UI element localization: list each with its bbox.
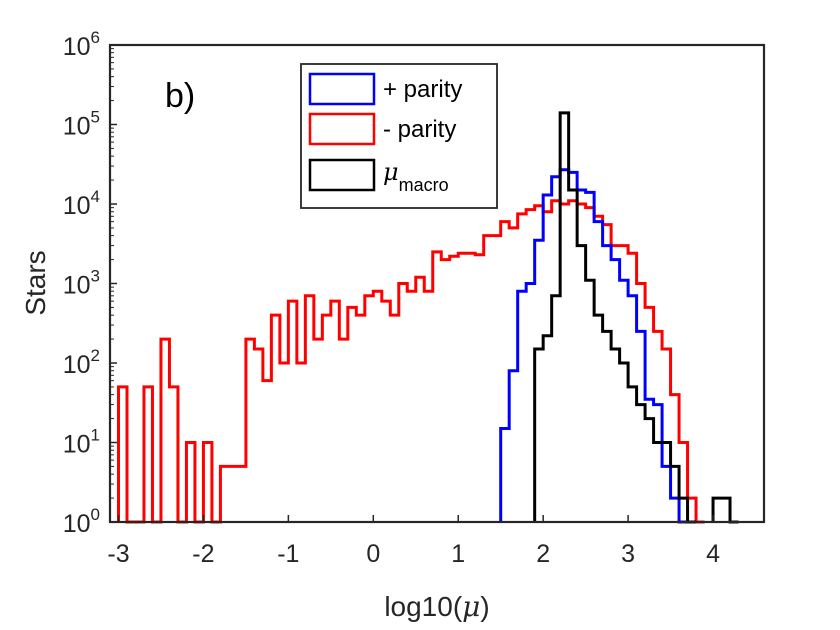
x-axis: -3 -2 -1 0 1 2 3 4 [107, 515, 720, 568]
legend-swatch-minus-parity [308, 112, 376, 146]
x-tick-label: -1 [277, 540, 299, 568]
histogram-outline [499, 168, 688, 524]
y-tick-label: 105 [63, 108, 100, 141]
legend-label-minus-parity: - parity [383, 116, 456, 143]
x-tick-label: 3 [621, 540, 635, 568]
x-tick-label: 2 [536, 540, 550, 568]
series-plus-parity [499, 168, 688, 524]
legend-swatch-plus-parity [308, 72, 376, 106]
legend-swatch-mu-macro [308, 158, 376, 192]
panel-label: b) [165, 77, 195, 115]
y-axis-label: Stars [20, 250, 51, 315]
y-tick-label: 106 [63, 28, 100, 61]
x-tick-label: 4 [706, 540, 720, 568]
x-axis-label: log10(μ) [384, 590, 489, 623]
legend-box [300, 63, 498, 209]
y-tick-label: 102 [63, 346, 100, 379]
y-tick-label: 103 [63, 267, 100, 300]
y-tick-label: 101 [63, 426, 100, 459]
x-tick-label: -3 [107, 540, 129, 568]
y-tick-label: 104 [63, 187, 100, 220]
x-tick-label: -2 [192, 540, 214, 568]
x-tick-label: 0 [366, 540, 380, 568]
legend-label-plus-parity: + parity [383, 76, 462, 103]
legend-label-mu-macro: μmacro [383, 158, 449, 195]
legend: + parity - parity μmacro [300, 63, 498, 209]
y-tick-label: 100 [63, 505, 100, 538]
y-axis: 100 101 102 103 104 105 106 [63, 28, 117, 538]
x-tick-label: 1 [451, 540, 465, 568]
